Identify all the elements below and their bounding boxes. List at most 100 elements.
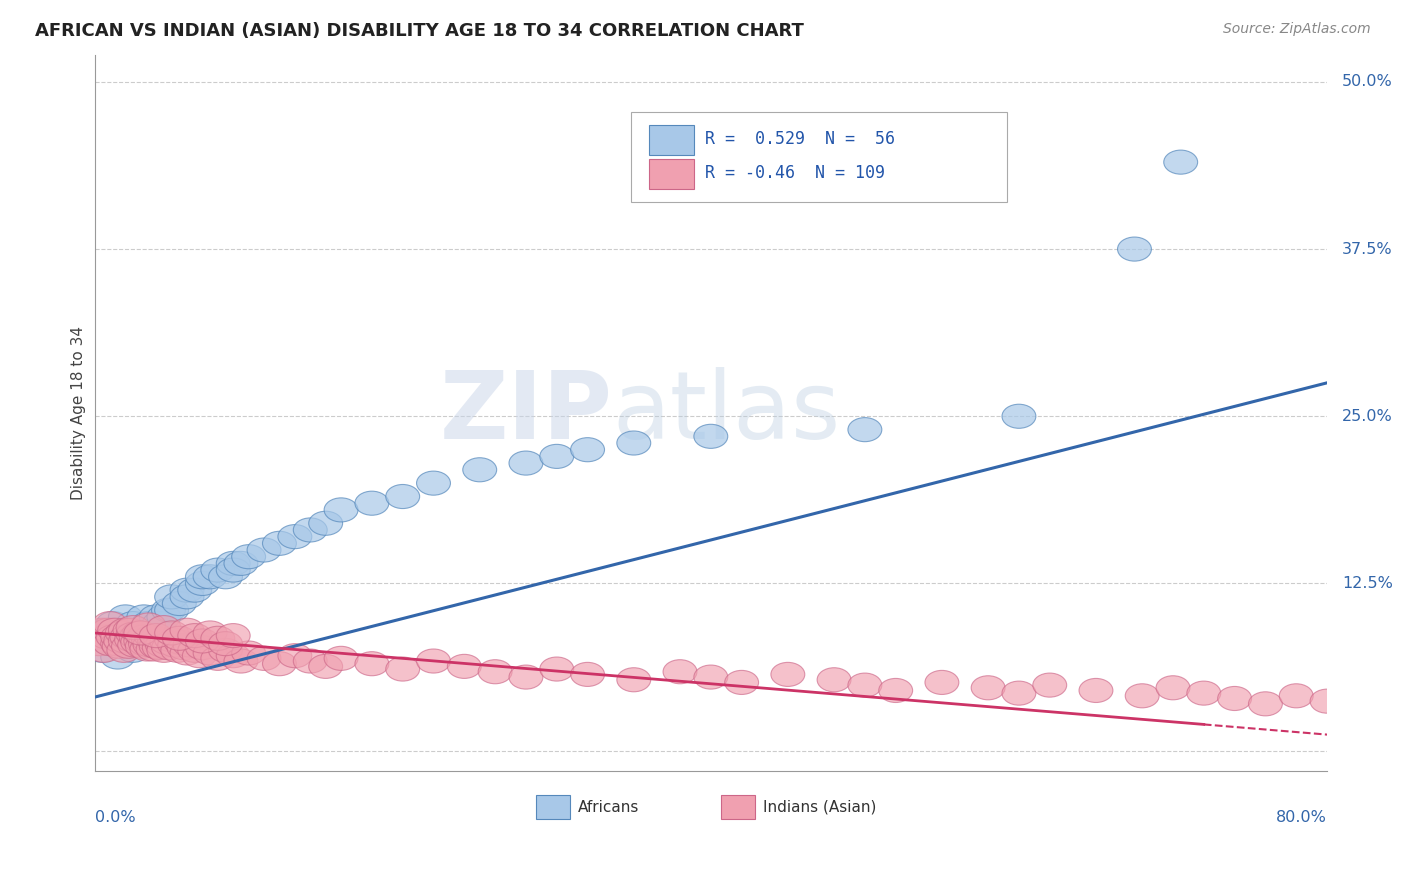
Text: R =  0.529  N =  56: R = 0.529 N = 56 (704, 130, 894, 148)
Ellipse shape (540, 444, 574, 468)
Ellipse shape (217, 644, 250, 668)
Ellipse shape (278, 644, 312, 668)
Ellipse shape (108, 629, 142, 653)
Ellipse shape (354, 652, 389, 676)
Ellipse shape (571, 438, 605, 462)
Ellipse shape (129, 637, 165, 661)
Ellipse shape (139, 624, 173, 648)
Ellipse shape (972, 676, 1005, 700)
Ellipse shape (117, 612, 150, 636)
Ellipse shape (150, 631, 184, 655)
Text: 80.0%: 80.0% (1277, 810, 1327, 825)
Ellipse shape (111, 634, 145, 658)
Ellipse shape (617, 668, 651, 692)
Ellipse shape (103, 634, 136, 658)
Ellipse shape (1341, 695, 1375, 719)
Ellipse shape (132, 613, 166, 637)
Ellipse shape (108, 605, 142, 629)
Ellipse shape (325, 498, 359, 522)
Ellipse shape (478, 660, 512, 684)
Ellipse shape (177, 639, 212, 663)
Ellipse shape (152, 636, 186, 660)
Ellipse shape (817, 668, 851, 692)
Ellipse shape (93, 632, 127, 656)
Ellipse shape (1164, 150, 1198, 174)
Ellipse shape (1279, 684, 1313, 708)
Ellipse shape (145, 633, 180, 657)
Ellipse shape (162, 626, 197, 650)
Ellipse shape (124, 629, 157, 653)
Ellipse shape (121, 631, 155, 655)
Ellipse shape (224, 551, 257, 575)
Ellipse shape (1002, 404, 1036, 428)
Ellipse shape (232, 641, 266, 665)
Ellipse shape (447, 655, 481, 679)
Ellipse shape (96, 625, 129, 649)
Ellipse shape (134, 633, 167, 657)
Ellipse shape (132, 628, 166, 652)
Ellipse shape (96, 612, 129, 636)
Ellipse shape (108, 618, 142, 642)
Text: 50.0%: 50.0% (1341, 74, 1392, 89)
Ellipse shape (770, 663, 804, 687)
Text: R = -0.46  N = 109: R = -0.46 N = 109 (704, 164, 884, 182)
Ellipse shape (141, 626, 174, 650)
Ellipse shape (193, 565, 226, 589)
Ellipse shape (155, 599, 188, 623)
Ellipse shape (132, 625, 166, 649)
Ellipse shape (97, 618, 132, 642)
FancyBboxPatch shape (650, 159, 693, 189)
Ellipse shape (695, 425, 728, 449)
Text: Indians (Asian): Indians (Asian) (762, 800, 876, 814)
Ellipse shape (201, 558, 235, 582)
Ellipse shape (135, 625, 169, 649)
Ellipse shape (1078, 679, 1114, 703)
Ellipse shape (664, 660, 697, 684)
Ellipse shape (1033, 673, 1067, 698)
Ellipse shape (170, 641, 204, 665)
Ellipse shape (177, 578, 212, 602)
Ellipse shape (148, 615, 181, 640)
Ellipse shape (107, 639, 141, 663)
Ellipse shape (139, 618, 173, 642)
Ellipse shape (105, 625, 139, 649)
Ellipse shape (247, 538, 281, 562)
Ellipse shape (1002, 681, 1036, 706)
Ellipse shape (127, 625, 160, 649)
Ellipse shape (263, 532, 297, 556)
Ellipse shape (148, 605, 181, 629)
Ellipse shape (157, 633, 191, 657)
Ellipse shape (138, 629, 172, 653)
Ellipse shape (93, 612, 127, 636)
Text: Africans: Africans (578, 800, 640, 814)
Ellipse shape (193, 621, 226, 645)
Ellipse shape (848, 673, 882, 698)
Ellipse shape (177, 624, 212, 648)
Ellipse shape (87, 639, 121, 663)
Ellipse shape (1249, 692, 1282, 716)
Ellipse shape (193, 641, 226, 665)
Ellipse shape (170, 578, 204, 602)
Ellipse shape (309, 655, 343, 679)
Ellipse shape (162, 591, 197, 615)
Ellipse shape (124, 621, 157, 645)
Ellipse shape (124, 618, 157, 642)
Ellipse shape (325, 647, 359, 671)
Ellipse shape (120, 625, 153, 649)
Ellipse shape (354, 491, 389, 516)
Ellipse shape (167, 636, 201, 660)
Ellipse shape (571, 663, 605, 687)
Ellipse shape (509, 451, 543, 475)
Text: AFRICAN VS INDIAN (ASIAN) DISABILITY AGE 18 TO 34 CORRELATION CHART: AFRICAN VS INDIAN (ASIAN) DISABILITY AGE… (35, 22, 804, 40)
Ellipse shape (139, 634, 173, 658)
Text: 0.0%: 0.0% (94, 810, 135, 825)
Ellipse shape (142, 612, 176, 636)
Ellipse shape (186, 572, 219, 596)
Ellipse shape (117, 639, 150, 663)
Ellipse shape (125, 634, 159, 658)
Ellipse shape (93, 632, 127, 656)
Ellipse shape (121, 632, 155, 656)
Ellipse shape (104, 629, 138, 653)
Ellipse shape (208, 632, 242, 656)
Ellipse shape (155, 628, 188, 652)
